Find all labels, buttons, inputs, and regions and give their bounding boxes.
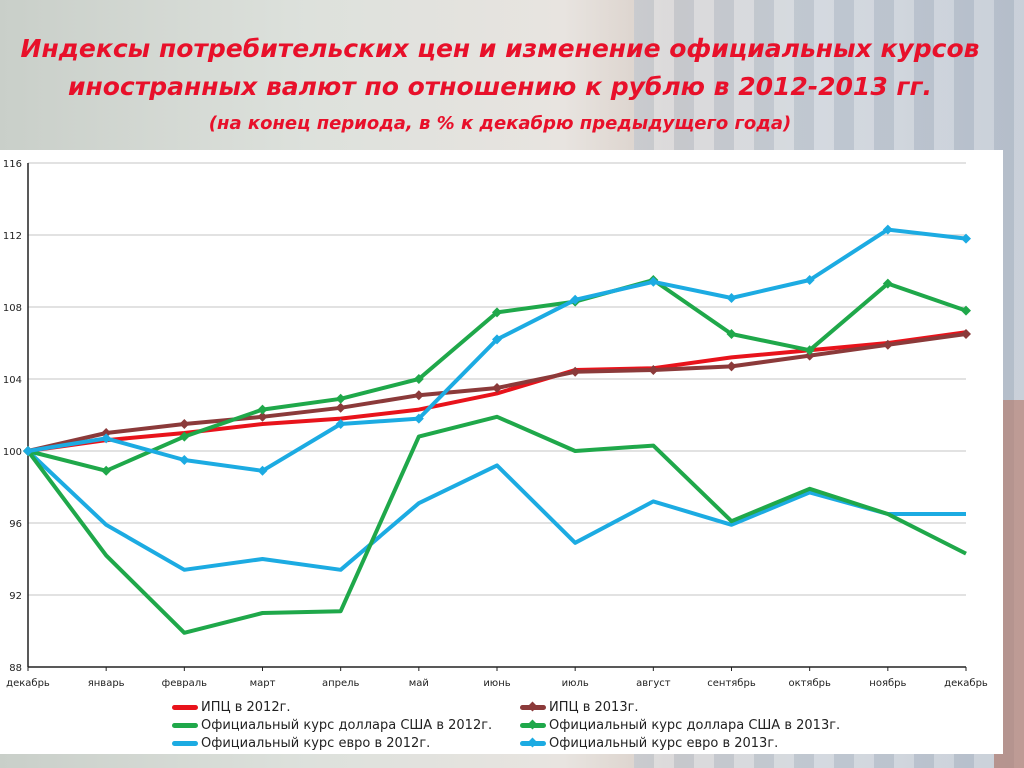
- legend-item: Официальный курс доллара США в 2013г.: [520, 718, 840, 733]
- series-line-2: [26, 414, 967, 635]
- data-point-marker: [413, 374, 424, 384]
- data-point-marker: [335, 402, 346, 413]
- x-tick-label: сентябрь: [707, 678, 756, 689]
- legend-item: ИПЦ в 2012г.: [172, 700, 291, 715]
- y-tick-label: 100: [3, 447, 22, 458]
- chart-panel: [0, 150, 1003, 754]
- title-line-1: Индексы потребительских цен и изменение …: [20, 34, 980, 63]
- y-tick-label: 112: [3, 231, 22, 242]
- legend-label: Официальный курс евро в 2012г.: [201, 736, 431, 751]
- legend-swatch: [520, 719, 546, 729]
- data-point-marker: [335, 393, 346, 404]
- x-tick-label: декабрь: [944, 678, 988, 689]
- x-tick-label: октябрь: [788, 678, 831, 689]
- legend-label: Официальный курс доллара США в 2012г.: [201, 718, 493, 733]
- x-tick-label: апрель: [322, 678, 360, 689]
- x-tick-label: февраль: [162, 678, 207, 689]
- data-point-marker: [257, 465, 268, 476]
- x-tick-label: июль: [562, 678, 589, 689]
- legend-label: ИПЦ в 2012г.: [201, 700, 291, 715]
- data-point-marker: [648, 276, 659, 287]
- data-point-marker: [492, 383, 502, 393]
- legend-marker-icon: [527, 719, 538, 729]
- series-line-4: [26, 449, 966, 572]
- data-point-marker: [804, 345, 815, 356]
- legend-label: Официальный курс евро в 2013г.: [549, 736, 779, 751]
- legend-swatch: [520, 737, 546, 747]
- legend-item: Официальный курс доллара США в 2012г.: [172, 718, 492, 733]
- legend-item: Официальный курс евро в 2013г.: [520, 736, 778, 751]
- x-tick-label: июнь: [483, 678, 510, 689]
- y-tick-label: 88: [9, 663, 22, 674]
- data-point-marker: [726, 329, 737, 339]
- y-tick-label: 116: [3, 159, 22, 170]
- data-point-marker: [882, 278, 893, 289]
- data-point-marker: [335, 419, 346, 429]
- y-tick-label: 96: [9, 519, 22, 530]
- data-point-marker: [648, 365, 659, 375]
- x-tick-label: декабрь: [6, 678, 50, 689]
- legend-label: ИПЦ в 2013г.: [549, 700, 639, 715]
- x-tick-label: август: [636, 678, 671, 689]
- x-tick-label: январь: [88, 678, 125, 689]
- x-tick-label: ноябрь: [869, 678, 906, 689]
- data-point-marker: [726, 361, 737, 372]
- legend-swatch: [172, 741, 198, 746]
- data-point-marker: [101, 433, 112, 444]
- data-point-marker: [492, 334, 502, 345]
- data-point-marker: [101, 465, 112, 476]
- data-point-marker: [257, 404, 268, 415]
- data-point-marker: [492, 307, 502, 318]
- data-point-marker: [570, 294, 581, 305]
- data-point-marker: [961, 233, 971, 244]
- data-point-marker: [882, 339, 893, 350]
- data-point-marker: [882, 224, 893, 235]
- y-tick-label: 104: [3, 375, 22, 386]
- legend-item: Официальный курс евро в 2012г.: [172, 736, 430, 751]
- data-point-marker: [726, 293, 737, 303]
- data-point-marker: [101, 428, 112, 438]
- legend-marker-icon: [527, 701, 538, 711]
- legend-marker-icon: [527, 737, 538, 747]
- legend-item: ИПЦ в 2013г.: [520, 700, 639, 715]
- data-point-marker: [961, 305, 971, 316]
- data-point-marker: [179, 419, 190, 429]
- legend-swatch: [520, 701, 546, 711]
- data-point-marker: [413, 390, 424, 401]
- data-point-marker: [804, 350, 815, 361]
- data-point-marker: [179, 455, 190, 465]
- legend-swatch: [172, 723, 198, 728]
- data-point-marker: [804, 275, 815, 285]
- title-subtitle: (на конец периода, в % к декабрю предыду…: [208, 113, 792, 134]
- y-tick-label: 108: [3, 303, 22, 314]
- data-point-marker: [257, 411, 268, 422]
- data-point-marker: [570, 366, 581, 377]
- data-point-marker: [961, 329, 971, 339]
- y-tick-label: 92: [9, 591, 22, 602]
- title-line-2: иностранных валют по отношению к рублю в…: [67, 72, 933, 101]
- legend-swatch: [172, 705, 198, 710]
- x-tick-label: май: [409, 678, 429, 689]
- data-point-marker: [413, 413, 424, 424]
- x-tick-label: март: [250, 678, 276, 689]
- data-point-marker: [179, 431, 190, 442]
- legend-label: Официальный курс доллара США в 2013г.: [549, 718, 841, 733]
- data-point-marker: [23, 446, 33, 456]
